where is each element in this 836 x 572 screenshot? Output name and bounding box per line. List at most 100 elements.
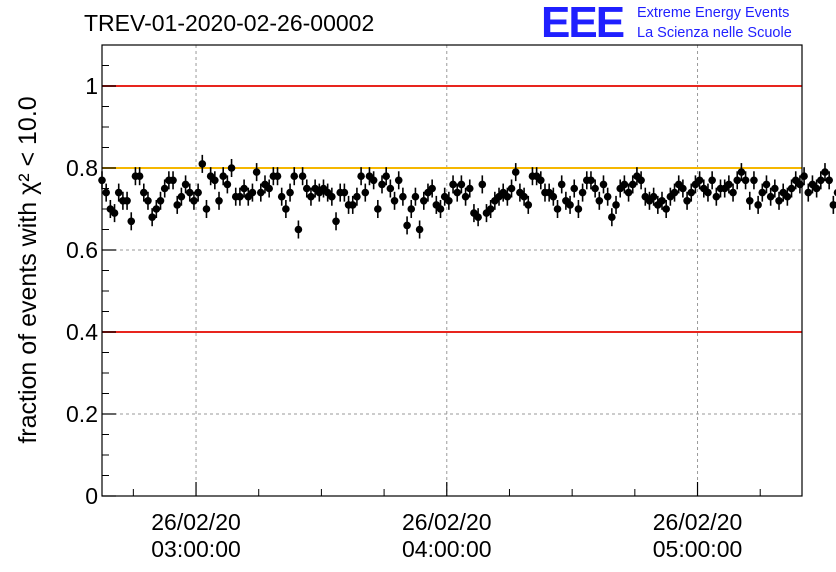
data-point — [194, 188, 202, 197]
data-point — [679, 184, 687, 193]
data-point — [520, 192, 528, 201]
data-point — [290, 172, 299, 180]
data-point — [445, 197, 453, 205]
chart-title: TREV-01-2020-02-26-00002 — [84, 10, 375, 36]
data-point — [566, 201, 574, 209]
data-point — [302, 184, 311, 193]
data-point — [603, 192, 612, 201]
data-point — [762, 180, 771, 189]
data-point — [537, 176, 545, 185]
data-point — [750, 176, 758, 185]
data-point — [833, 189, 836, 197]
data-point — [348, 201, 357, 209]
data-point — [729, 188, 737, 197]
data-point — [758, 188, 767, 197]
data-point — [461, 192, 470, 201]
data-point — [549, 192, 558, 201]
data-point — [649, 192, 658, 201]
data-point — [821, 168, 829, 176]
data-point — [127, 217, 136, 226]
data-point — [787, 184, 796, 193]
data-point — [211, 176, 219, 185]
data-point — [386, 184, 395, 193]
data-point — [277, 192, 286, 201]
data-point — [620, 180, 629, 189]
data-point — [662, 205, 670, 213]
data-point — [265, 184, 273, 193]
data-point — [407, 205, 416, 213]
data-point — [374, 205, 382, 213]
data-point — [294, 225, 303, 234]
data-point — [328, 192, 336, 201]
x-tick-date-label: 26/02/20 — [402, 509, 492, 535]
data-point — [478, 180, 487, 189]
data-point — [307, 192, 315, 201]
data-point — [524, 201, 533, 209]
data-point — [202, 205, 211, 213]
data-point — [637, 176, 645, 185]
y-tick-label: 0 — [85, 483, 98, 509]
data-point — [340, 188, 349, 197]
data-point — [257, 188, 265, 197]
data-point — [411, 192, 420, 201]
data-point — [704, 188, 712, 197]
data-point — [474, 213, 482, 221]
data-point — [135, 172, 144, 180]
data-point — [102, 188, 110, 197]
data-point — [148, 213, 156, 221]
data-point — [114, 188, 123, 197]
y-tick-label: 0.8 — [66, 155, 98, 181]
data-point — [595, 197, 604, 205]
data-point — [486, 205, 495, 213]
data-point — [394, 176, 403, 185]
data-point — [240, 184, 248, 193]
data-point — [298, 172, 307, 180]
data-point — [160, 184, 169, 193]
data-point — [378, 180, 386, 189]
data-point — [733, 176, 742, 185]
data-point — [273, 172, 282, 180]
data-point — [227, 164, 236, 172]
data-point — [624, 188, 633, 197]
x-tick-date-label: 26/02/20 — [151, 509, 241, 535]
data-point — [419, 197, 428, 205]
data-point — [670, 188, 679, 197]
data-point — [252, 168, 261, 176]
data-point — [775, 197, 783, 205]
y-tick-label: 0.4 — [66, 319, 98, 345]
data-point — [369, 176, 378, 185]
data-point — [725, 180, 733, 189]
x-tick-date-label: 26/02/20 — [653, 509, 743, 535]
data-point — [599, 180, 608, 189]
y-tick-label: 1 — [85, 73, 98, 99]
data-point — [511, 168, 520, 176]
data-point — [223, 180, 232, 189]
data-point — [357, 172, 365, 180]
data-point — [683, 197, 691, 205]
data-point — [403, 221, 411, 230]
data-point — [737, 168, 746, 176]
data-point — [687, 188, 696, 197]
data-point — [825, 176, 833, 185]
data-point — [817, 176, 825, 185]
data-point — [766, 192, 775, 201]
data-point — [169, 176, 177, 185]
data-point — [399, 192, 407, 201]
y-tick-label: 0.6 — [66, 237, 98, 263]
data-point — [783, 192, 792, 201]
data-point — [123, 197, 131, 205]
data-point — [361, 188, 370, 197]
data-point — [745, 197, 754, 205]
data-point — [248, 188, 257, 197]
data-point — [712, 192, 721, 201]
plot-frame — [101, 44, 803, 497]
data-point — [557, 180, 566, 189]
data-point — [144, 197, 152, 205]
eee-logo-mark: EEE — [541, 0, 625, 47]
data-point — [695, 176, 704, 185]
data-point — [177, 192, 186, 201]
y-axis-label: fraction of events with χ² < 10.0 — [14, 96, 42, 443]
data-point — [503, 192, 512, 201]
data-point — [465, 184, 474, 193]
